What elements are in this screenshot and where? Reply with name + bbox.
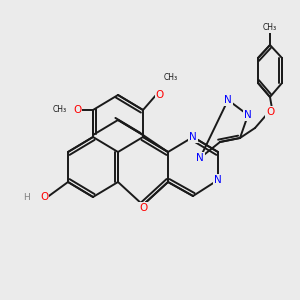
Text: O: O [155, 89, 164, 100]
Text: O: O [139, 203, 147, 213]
Text: N: N [189, 132, 197, 142]
Text: O: O [40, 192, 49, 202]
Text: N: N [196, 153, 204, 163]
Text: CH₃: CH₃ [163, 74, 178, 82]
Text: N: N [214, 175, 222, 185]
Text: N: N [224, 95, 232, 105]
Text: CH₃: CH₃ [263, 23, 277, 32]
Text: O: O [73, 105, 82, 115]
Text: H: H [23, 193, 30, 202]
Text: CH₃: CH₃ [53, 106, 67, 115]
Text: N: N [244, 110, 252, 120]
Text: O: O [266, 107, 274, 117]
